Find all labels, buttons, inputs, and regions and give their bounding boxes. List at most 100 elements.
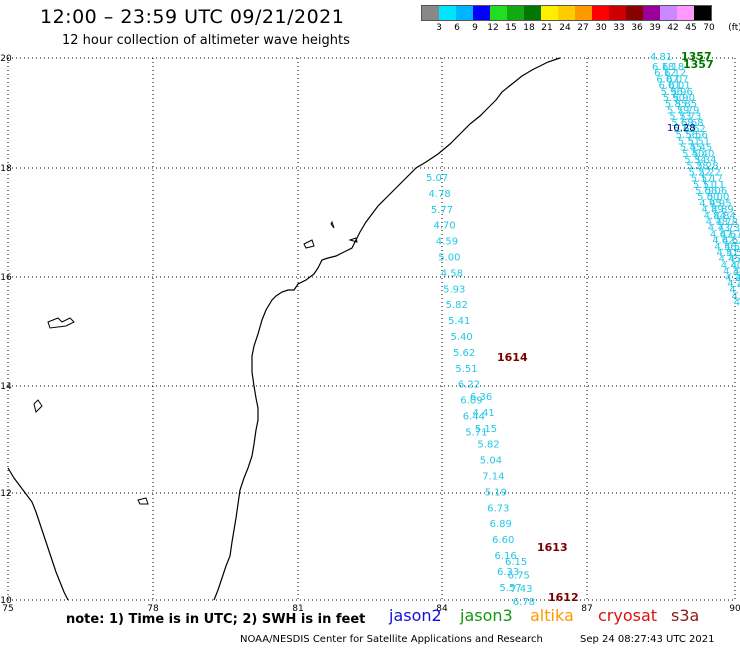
wave-height-label: 5.40 <box>692 149 714 160</box>
wave-height-label: 5.19 <box>485 487 507 498</box>
wave-height-label: 5.06 <box>695 186 717 197</box>
wave-height-label: 5.79 <box>677 105 699 116</box>
wave-height-label: 4.45 <box>729 254 740 265</box>
wave-height-label: 5.79 <box>667 105 689 116</box>
wave-height-label: 4.67 <box>710 229 732 240</box>
y-tick-label: 20 <box>0 54 12 64</box>
wave-height-label: 6.12 <box>654 68 676 79</box>
wave-height-label: 4.84 <box>714 211 736 222</box>
wave-height-label: 6.15 <box>505 557 527 568</box>
wave-height-label: 5.22 <box>689 167 711 178</box>
wave-height-label: 4.41 <box>472 408 494 419</box>
legend-label: 70 <box>703 23 715 33</box>
wave-height-label: 6.07 <box>656 74 678 85</box>
wave-height-label: 6.89 <box>490 519 512 530</box>
wave-height-label: 7.14 <box>482 472 504 483</box>
wave-height-label: 5.22 <box>699 167 721 178</box>
wave-height-label: 5.51 <box>688 136 710 147</box>
wave-height-label: 4.29 <box>725 273 740 284</box>
wave-height-label: 5.51 <box>678 136 700 147</box>
wave-height-label: 5.62 <box>674 124 696 135</box>
wave-height-label: 4.62 <box>722 236 740 247</box>
wave-height-label: 4.06 <box>734 298 740 309</box>
x-tick-label: 81 <box>292 604 303 614</box>
legend-swatch <box>677 6 694 20</box>
y-tick-label: 16 <box>0 273 12 283</box>
wave-height-label: 5.45 <box>690 143 712 154</box>
wave-height-label: 5.73 <box>679 112 701 123</box>
wave-height-label: 5.40 <box>682 149 704 160</box>
coastline-west <box>7 467 69 601</box>
x-tick-label: 78 <box>147 604 159 614</box>
wave-height-label: 5.93 <box>443 284 465 295</box>
wave-height-label: 4.62 <box>712 236 734 247</box>
legend-swatch <box>507 6 524 20</box>
island <box>330 220 335 229</box>
mission-s3a: s3a <box>671 606 700 625</box>
wave-height-label: 5.28 <box>696 161 718 172</box>
legend-swatch <box>592 6 609 20</box>
wave-height-label: 5.82 <box>477 440 499 451</box>
pass-label: 1613 <box>537 541 568 554</box>
wave-height-label: 7.43 <box>510 584 532 595</box>
wave-height-label: 5.15 <box>475 424 497 435</box>
coastline <box>213 57 561 601</box>
wave-height-label: 6.78 <box>513 597 535 608</box>
wave-height-label: 5.57 <box>499 583 521 594</box>
wave-height-label: 5.71 <box>465 427 487 438</box>
wave-height-label: 6.16 <box>495 551 517 562</box>
legend-label: 9 <box>472 23 478 33</box>
wave-height-label: 6.18 <box>652 62 674 73</box>
wave-height-label: 6.01 <box>658 81 680 92</box>
wave-height-label: 5.73 <box>669 112 691 123</box>
legend-label: 12 <box>487 23 499 33</box>
wave-height-label: 4.59 <box>436 237 458 248</box>
wave-height-label: 4.78 <box>706 217 728 228</box>
wave-height-label: 5.96 <box>661 87 683 98</box>
wave-height-label: 6.33 <box>497 567 519 578</box>
legend-label: 42 <box>667 23 679 33</box>
mission-altika: altika <box>530 606 574 625</box>
wave-height-label: 4.67 <box>720 229 740 240</box>
wave-height-label: 5.00 <box>438 253 460 264</box>
wave-height-label: 4.89 <box>711 205 733 216</box>
legend-swatch <box>422 6 439 20</box>
wave-height-label: 4.23 <box>727 279 740 290</box>
legend-label: 33 <box>613 23 625 33</box>
wave-height-label: 5.04 <box>480 456 502 467</box>
wave-height-label: 6.07 <box>666 74 688 85</box>
legend-unit: (ft) <box>728 23 740 33</box>
wave-height-label: 4.45 <box>719 254 740 265</box>
mission-jason3: jason3 <box>460 606 513 625</box>
wave-height-label: 4.34 <box>733 267 740 278</box>
wave-height-label: 5.11 <box>693 180 715 191</box>
legend-label: 45 <box>685 23 697 33</box>
wave-height-label: 4.81 <box>650 52 672 63</box>
wave-height-label: 5.41 <box>448 316 470 327</box>
generation-timestamp: Sep 24 08:27:43 UTC 2021 <box>580 634 715 645</box>
wave-height-label: 5.34 <box>694 155 716 166</box>
wave-height-label: 5.56 <box>676 130 698 141</box>
island <box>33 399 43 413</box>
wave-height-label: 4.12 <box>732 291 740 302</box>
legend-label: 36 <box>631 23 643 33</box>
wave-height-label: 6.44 <box>463 412 485 423</box>
wave-height-label: 4.78 <box>716 217 738 228</box>
wave-height-label: 10.28 <box>667 123 696 134</box>
wave-height-label: 4.89 <box>701 205 723 216</box>
wave-height-label: 5.11 <box>703 180 725 191</box>
wave-height-label: 4.73 <box>718 223 740 234</box>
wave-height-label: 5.68 <box>671 118 693 129</box>
wave-height-label: 5.28 <box>686 161 708 172</box>
wave-height-label: 6.75 <box>508 570 530 581</box>
legend-swatch <box>524 6 541 20</box>
x-tick-label: 84 <box>436 604 448 614</box>
island <box>137 497 149 505</box>
wave-height-label: 5.82 <box>446 300 468 311</box>
wave-height-label: 4.58 <box>441 268 463 279</box>
wave-height-label: 6.12 <box>664 68 686 79</box>
wave-height-label: 4.23 <box>737 279 740 290</box>
